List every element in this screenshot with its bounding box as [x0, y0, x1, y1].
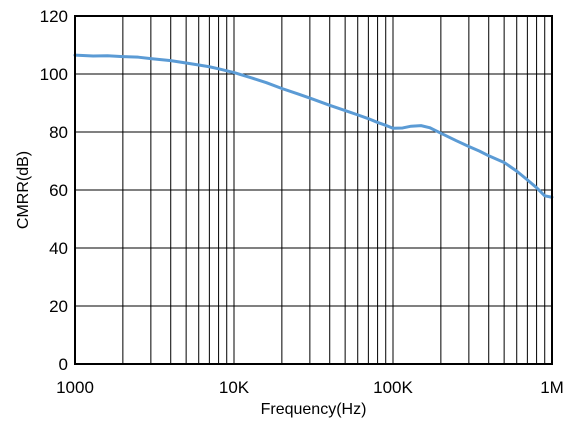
- x-tick-labels: 1000 10K 100K 1M: [56, 378, 564, 397]
- data-point: [217, 68, 220, 70]
- data-point: [106, 55, 109, 57]
- data-point: [137, 56, 139, 58]
- y-tick-labels: 0 20 40 60 80 100 120: [40, 7, 68, 374]
- data-point: [150, 58, 152, 60]
- y-axis-title: CMRR(dB): [15, 151, 32, 229]
- y-tick-label: 20: [49, 297, 68, 316]
- data-point: [516, 170, 518, 172]
- data-point: [385, 124, 387, 126]
- data-point: [402, 127, 404, 129]
- data-point: [357, 114, 359, 116]
- data-point: [198, 64, 200, 66]
- data-point: [526, 179, 528, 181]
- data-point: [440, 132, 442, 134]
- y-tick-label: 0: [59, 355, 68, 374]
- y-tick-label: 60: [49, 181, 68, 200]
- y-tick-label: 100: [40, 65, 68, 84]
- data-point: [468, 145, 470, 148]
- data-point: [344, 109, 346, 112]
- data-point: [392, 127, 394, 129]
- data-point: [170, 60, 172, 62]
- plot-area-frame: [74, 15, 553, 365]
- data-point: [122, 56, 124, 58]
- data-point: [281, 87, 283, 90]
- data-point: [329, 104, 331, 106]
- data-point: [488, 155, 490, 157]
- data-point: [503, 161, 505, 164]
- data-point: [478, 150, 481, 152]
- data-point: [251, 77, 253, 79]
- data-point: [410, 125, 412, 127]
- x-tick-label: 1000: [56, 378, 94, 397]
- data-point: [309, 97, 311, 99]
- data-point: [376, 121, 379, 124]
- data-point: [265, 82, 268, 84]
- data-point: [455, 140, 457, 142]
- data-point: [429, 127, 431, 129]
- y-tick-label: 80: [49, 123, 68, 142]
- x-tick-label: 10K: [219, 378, 250, 397]
- x-tick-label: 1M: [540, 378, 564, 397]
- data-point: [420, 125, 422, 127]
- data-point: [208, 66, 210, 68]
- y-tick-label: 120: [40, 7, 68, 26]
- data-point: [544, 195, 546, 197]
- x-tick-label: 100K: [373, 378, 413, 397]
- data-point: [185, 62, 187, 64]
- y-tick-label: 40: [49, 239, 68, 258]
- grid-lines: [74, 15, 553, 365]
- data-point: [535, 187, 538, 189]
- x-axis-title: Frequency(Hz): [261, 401, 367, 418]
- data-point: [92, 55, 94, 57]
- data-point: [296, 93, 298, 95]
- data-point: [233, 71, 235, 74]
- data-point: [367, 118, 369, 120]
